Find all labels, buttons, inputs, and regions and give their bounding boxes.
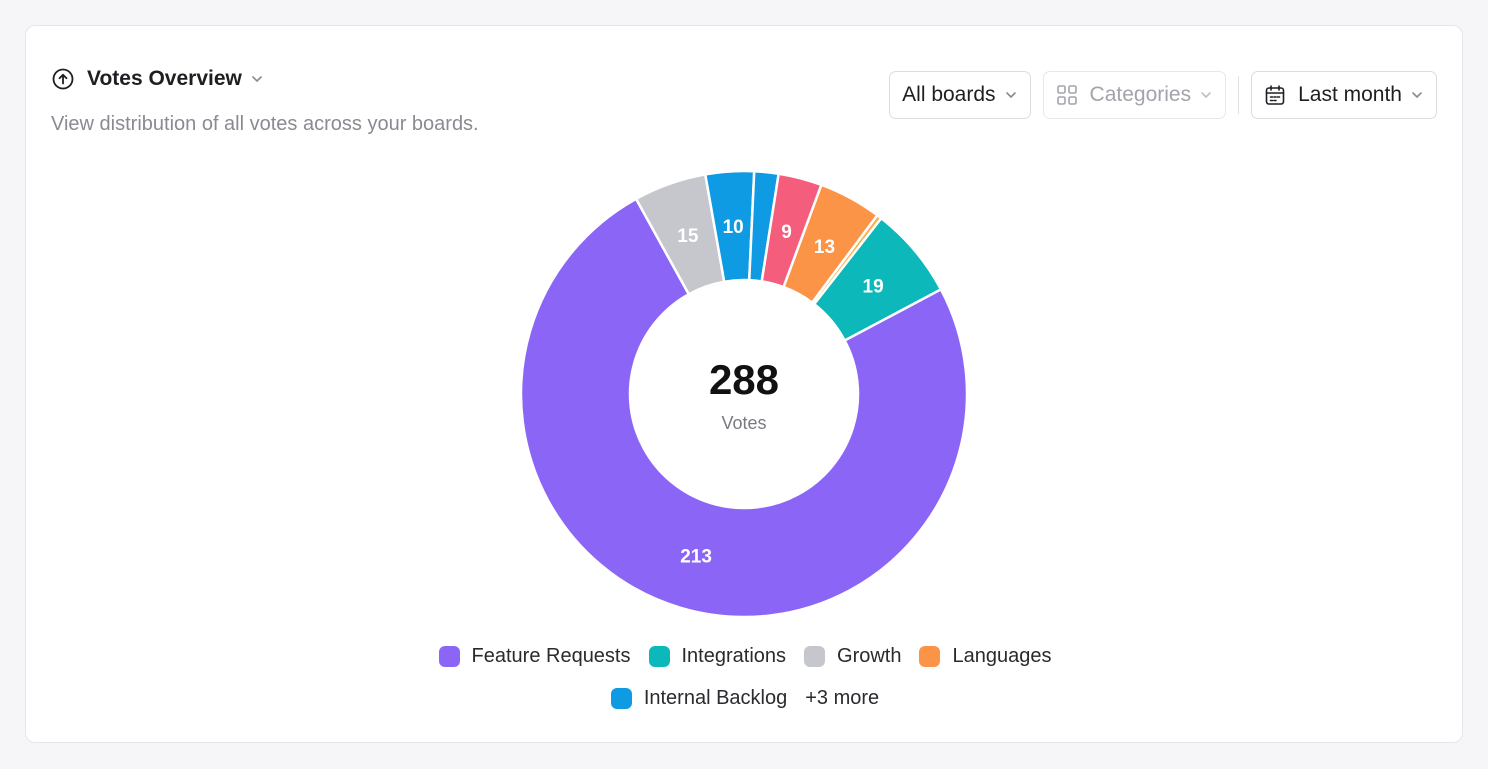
total-votes-value: 288 [709, 356, 779, 403]
donut-slice[interactable] [519, 197, 969, 619]
legend-label: Internal Backlog [643, 687, 788, 709]
legend-swatch [919, 646, 941, 667]
legend-swatch [610, 688, 632, 709]
legend-swatch [648, 646, 670, 667]
votes-overview-card: Votes Overview View distribution of all … [25, 25, 1463, 743]
boards-dropdown[interactable]: All boards [889, 71, 1031, 119]
controls-divider [1238, 76, 1240, 114]
chevron-down-icon [1199, 88, 1213, 102]
chevron-down-icon [1004, 88, 1018, 102]
legend-item[interactable]: Languages [919, 645, 1051, 668]
period-dropdown[interactable]: Last month [1251, 71, 1437, 119]
card-header[interactable]: Votes Overview [51, 67, 264, 91]
chart-legend: Feature Requests Integrations Growth Langua… [26, 645, 1464, 668]
legend-label: Growth [837, 645, 902, 667]
boards-dropdown-label: All boards [902, 83, 996, 106]
votes-donut-chart: 213 15 10 9 13 19 288 Votes [519, 169, 969, 619]
chevron-down-icon[interactable] [250, 72, 264, 86]
card-subtitle: View distribution of all votes across yo… [51, 113, 479, 135]
period-dropdown-label: Last month [1298, 83, 1402, 106]
circle-arrow-up-icon [51, 67, 75, 91]
legend-more-link[interactable]: +3 more [805, 687, 880, 709]
legend-item[interactable]: Growth [804, 645, 901, 668]
legend-swatch [804, 646, 826, 667]
legend-label: Integrations [681, 645, 787, 667]
categories-dropdown[interactable]: Categories [1042, 71, 1227, 119]
grid-icon [1056, 84, 1078, 106]
categories-dropdown-label: Categories [1089, 83, 1192, 106]
slice-value-label: 13 [814, 237, 835, 258]
legend-item[interactable]: Integrations [648, 645, 787, 668]
slice-value-label: 10 [723, 217, 744, 238]
slice-value-label: 9 [781, 222, 792, 243]
filter-controls: All boards Categories [889, 71, 1437, 119]
calendar-icon [1264, 84, 1286, 106]
card-title: Votes Overview [87, 67, 242, 90]
slice-value-label: 15 [677, 226, 699, 247]
legend-label: Languages [952, 645, 1052, 667]
legend-item[interactable]: Feature Requests [438, 645, 631, 668]
total-votes-label: Votes [721, 413, 766, 433]
slice-value-label: 213 [680, 547, 712, 568]
donut-slice[interactable] [812, 216, 943, 343]
slice-value-label: 19 [863, 277, 884, 298]
chevron-down-icon [1410, 88, 1424, 102]
chart-legend-row-2: Internal Backlog +3 more [26, 687, 1464, 710]
legend-label: Feature Requests [471, 645, 631, 667]
legend-swatch [438, 646, 460, 667]
legend-item[interactable]: Internal Backlog [610, 687, 788, 710]
